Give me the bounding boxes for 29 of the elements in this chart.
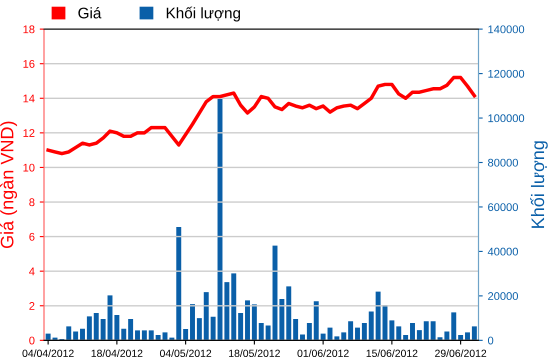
- y-tick-label: 2: [29, 302, 34, 310]
- y-tick-label: 12: [23, 129, 34, 137]
- y-tick-label: 10: [23, 164, 35, 172]
- x-tick-label: 04/04/2012: [22, 349, 74, 358]
- y2-tick-label: 0: [488, 336, 494, 344]
- legend-label: Khối lượng: [166, 6, 240, 22]
- y-tick-label: 14: [23, 94, 35, 102]
- y2-tick-label: 40000: [488, 248, 518, 256]
- x-tick-label: 29/06/2012: [435, 349, 486, 358]
- y-tick-label: 16: [23, 60, 34, 68]
- legend-label: Giá: [78, 7, 102, 18]
- x-tick-label: 18/05/2012: [229, 349, 280, 358]
- x-tick-label: 15/06/2012: [366, 349, 418, 358]
- y-tick-label: 18: [23, 25, 34, 34]
- y2-axis-title: Khối lượng: [530, 141, 548, 228]
- y-tick-label: 8: [29, 198, 34, 206]
- y2-tick-label: 100000: [488, 114, 524, 122]
- y-tick-label: 4: [29, 268, 35, 276]
- y2-tick-label: 60000: [488, 203, 518, 212]
- y2-tick-label: 120000: [488, 70, 524, 78]
- y2-tick-label: 20000: [488, 292, 518, 300]
- x-tick-label: 01/06/2012: [297, 349, 349, 358]
- y-axis-title: Giá (ngàn VND): [0, 122, 18, 248]
- x-tick-label: 04/05/2012: [160, 349, 212, 358]
- y-tick-label: 6: [29, 232, 34, 241]
- y2-tick-label: 140000: [488, 25, 524, 34]
- y-tick-label: 0: [29, 336, 35, 344]
- y2-tick-label: 80000: [488, 158, 518, 167]
- x-tick-label: 18/04/2012: [92, 349, 142, 358]
